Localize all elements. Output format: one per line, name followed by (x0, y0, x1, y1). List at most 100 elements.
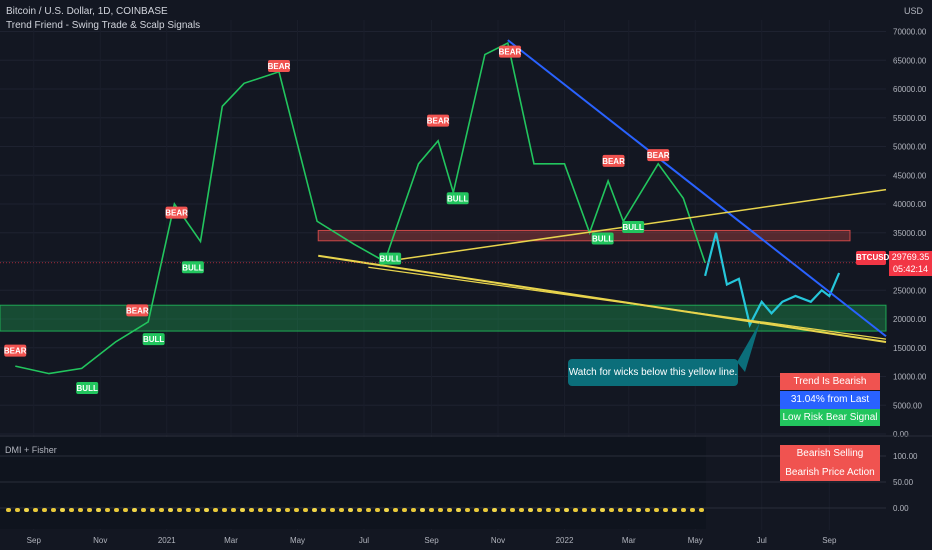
signal-bull-label: BULL (77, 384, 98, 393)
fisher-dot (474, 508, 479, 512)
x-tick-label: Jul (359, 536, 369, 545)
fisher-dot (618, 508, 623, 512)
fisher-dot (177, 508, 182, 512)
x-tick-label: 2022 (556, 536, 574, 545)
fisher-dot (609, 508, 614, 512)
y-tick-label: 15000.00 (893, 344, 927, 353)
signal-bull-badge (181, 261, 204, 274)
fisher-dot (186, 508, 191, 512)
fisher-dot (519, 508, 524, 512)
x-tick-label: Sep (424, 536, 439, 545)
signal-bull-label: BULL (592, 235, 613, 244)
fisher-dot (420, 508, 425, 512)
fisher-dot (573, 508, 578, 512)
y-tick-label: 45000.00 (893, 171, 927, 180)
fisher-dot (375, 508, 380, 512)
fisher-dot (294, 508, 299, 512)
signal-bull-badge (379, 252, 402, 265)
projection-line (704, 232, 841, 328)
fisher-dot (366, 508, 371, 512)
support-line-upper (368, 266, 887, 340)
x-tick-label: Nov (491, 536, 505, 545)
signal-bear-badge (602, 154, 625, 167)
signal-bear-badge (165, 206, 188, 219)
fisher-dot (681, 508, 686, 512)
pane-y-tick-label: 0.00 (893, 504, 909, 513)
fisher-dot (384, 508, 389, 512)
price-readout: 29769.35 05:42:14 (889, 251, 932, 276)
fisher-dot (672, 508, 677, 512)
fisher-dot (141, 508, 146, 512)
fisher-dot (204, 508, 209, 512)
fisher-dot (456, 508, 461, 512)
y-tick-label: 60000.00 (893, 85, 927, 94)
fisher-dot (393, 508, 398, 512)
signal-bull-label: BULL (182, 263, 203, 272)
y-tick-label: 55000.00 (893, 114, 927, 123)
last-price: 29769.35 (891, 252, 930, 262)
signal-bear-badge (4, 344, 27, 357)
indicator-pane-label: DMI + Fisher (5, 445, 57, 455)
signal-bull-label: BULL (379, 255, 400, 264)
fisher-dot (582, 508, 587, 512)
fisher-dot (546, 508, 551, 512)
callout-pointer (737, 322, 760, 372)
fisher-dot (429, 508, 434, 512)
fisher-dot (465, 508, 470, 512)
fisher-dot (528, 508, 533, 512)
fisher-dot (249, 508, 254, 512)
fisher-dot (555, 508, 560, 512)
zone-resistance (317, 229, 851, 242)
pressure-price-action: Bearish Price Action (780, 464, 880, 481)
fisher-dot (312, 508, 317, 512)
bar-countdown: 05:42:14 (892, 264, 929, 274)
signal-bear-label: BEAR (647, 151, 670, 160)
fisher-dot (114, 508, 119, 512)
symbol-tag: BTCUSD (856, 251, 889, 265)
fisher-dot (87, 508, 92, 512)
signal-bear-label: BEAR (4, 347, 27, 356)
signal-bear-label: BEAR (427, 117, 450, 126)
fisher-dot (303, 508, 308, 512)
signal-bull-label: BULL (143, 335, 164, 344)
signal-bull-badge (591, 232, 614, 245)
signal-bull-label: BULL (622, 223, 643, 232)
currency-label: USD (904, 6, 924, 16)
fisher-dot (96, 508, 101, 512)
fisher-dot (168, 508, 173, 512)
y-tick-label: 10000.00 (893, 373, 927, 382)
fisher-dot (537, 508, 542, 512)
pane-y-tick-label: 50.00 (893, 478, 914, 487)
signal-bear-badge (499, 45, 522, 58)
fisher-dot (501, 508, 506, 512)
y-tick-label: 0.00 (893, 430, 909, 439)
indicator-pane-bg (0, 437, 706, 529)
fisher-dot (6, 508, 11, 512)
signal-bull-badge (446, 192, 469, 205)
x-tick-label: Mar (224, 536, 238, 545)
x-tick-label: Sep (27, 536, 42, 545)
fisher-dot (123, 508, 128, 512)
fisher-dot (15, 508, 20, 512)
signal-bear-label: BEAR (165, 209, 188, 218)
y-tick-label: 65000.00 (893, 56, 927, 65)
indicator-title: Trend Friend - Swing Trade & Scalp Signa… (6, 20, 201, 31)
fisher-dot (663, 508, 668, 512)
fisher-dot (258, 508, 263, 512)
fisher-dot (348, 508, 353, 512)
fisher-dot (42, 508, 47, 512)
y-tick-label: 5000.00 (893, 401, 922, 410)
price-line (15, 41, 706, 375)
pane-y-tick-label: 100.00 (893, 452, 918, 461)
fisher-dot (276, 508, 281, 512)
fisher-dot (213, 508, 218, 512)
fisher-dot (51, 508, 56, 512)
fisher-dot (699, 508, 704, 512)
fisher-dot (195, 508, 200, 512)
x-tick-label: May (290, 536, 305, 545)
x-tick-label: 2021 (158, 536, 176, 545)
info-trend: Trend Is Bearish (780, 373, 880, 390)
fisher-dot (447, 508, 452, 512)
fisher-dot (330, 508, 335, 512)
